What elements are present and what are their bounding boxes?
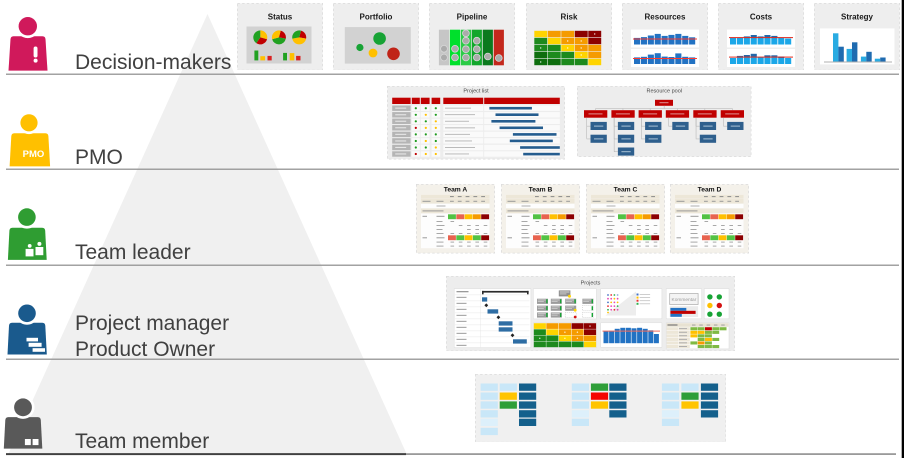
- svg-text:Strategy: Strategy: [841, 12, 874, 21]
- svg-text:Costs: Costs: [750, 12, 773, 21]
- svg-text:Portfolio: Portfolio: [359, 12, 392, 21]
- svg-text:Resource pool: Resource pool: [647, 89, 682, 95]
- svg-text:Kommentar: Kommentar: [671, 297, 696, 303]
- svg-text:Projects: Projects: [580, 281, 600, 287]
- svg-text:Risk: Risk: [560, 12, 577, 21]
- svg-text:Team B: Team B: [529, 187, 553, 194]
- svg-text:Project list: Project list: [463, 89, 489, 95]
- svg-text:Resources: Resources: [644, 12, 685, 21]
- svg-text:PMO: PMO: [23, 149, 45, 160]
- svg-text:Pipeline: Pipeline: [457, 12, 488, 21]
- svg-text:Team A: Team A: [443, 187, 467, 194]
- svg-text:Team C: Team C: [614, 187, 638, 194]
- svg-text:Status: Status: [267, 12, 292, 21]
- svg-text:Team D: Team D: [698, 187, 722, 194]
